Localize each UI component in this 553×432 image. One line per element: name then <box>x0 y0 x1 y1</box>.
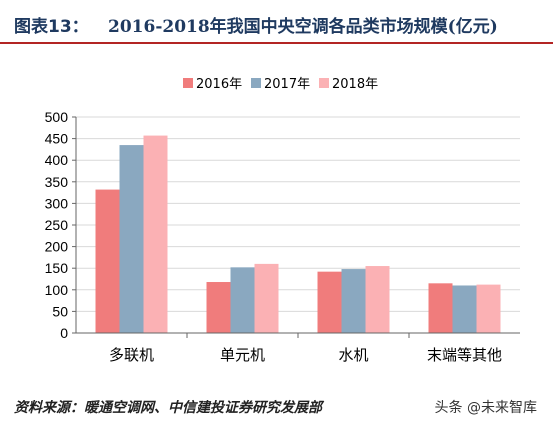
y-tick-label: 450 <box>45 131 69 147</box>
x-tick-label: 单元机 <box>220 346 265 364</box>
source-note: 资料来源：暖通空调网、中信建投证券研究发展部 <box>14 400 322 416</box>
figure-header: 图表13： 2016-2018年我国中央空调各品类市场规模(亿元) <box>0 0 553 44</box>
bar <box>143 135 168 333</box>
y-axis-ticks: 0 50 100 150 200 250 300 350 400 450 500 <box>45 109 76 341</box>
chart-title: 2016-2018年我国中央空调各品类市场规模(亿元) <box>108 17 498 37</box>
x-tick-label: 末端等其他 <box>427 346 502 364</box>
bar <box>254 263 279 333</box>
legend-label: 2018年 <box>332 77 378 92</box>
y-tick-label: 100 <box>45 282 69 298</box>
y-tick-label: 150 <box>45 260 69 276</box>
bar-chart: 0 50 100 150 200 250 300 350 400 450 500 多联机 单元机 水机 末… <box>45 77 520 364</box>
bar <box>452 285 477 333</box>
bar <box>206 282 231 333</box>
x-tick-label: 水机 <box>338 346 368 364</box>
legend-swatch <box>183 78 193 88</box>
bars <box>95 135 501 333</box>
legend-swatch <box>319 78 329 88</box>
x-tick-label: 多联机 <box>109 346 154 364</box>
y-tick-label: 50 <box>52 303 68 319</box>
figure-label: 图表13： <box>14 17 89 37</box>
y-tick-label: 400 <box>45 152 69 168</box>
x-axis-ticks: 多联机 单元机 水机 末端等其他 <box>109 333 502 364</box>
y-tick-label: 0 <box>60 325 68 341</box>
y-tick-label: 500 <box>45 109 69 125</box>
y-tick-label: 250 <box>45 217 69 233</box>
y-tick-label: 350 <box>45 174 69 190</box>
bar <box>341 269 366 333</box>
y-tick-label: 200 <box>45 239 69 255</box>
legend-swatch <box>251 78 261 88</box>
watermark: 头条 @未来智库 <box>434 400 537 416</box>
bar <box>95 189 120 333</box>
bar <box>119 145 144 333</box>
bar <box>428 283 453 333</box>
legend-label: 2016年 <box>196 77 242 92</box>
bar <box>317 271 342 333</box>
legend: 2016年 2017年 2018年 <box>183 77 378 92</box>
bar <box>365 266 390 333</box>
legend-label: 2017年 <box>264 77 310 92</box>
bar <box>476 284 501 333</box>
bar <box>230 267 255 333</box>
y-tick-label: 300 <box>45 195 69 211</box>
